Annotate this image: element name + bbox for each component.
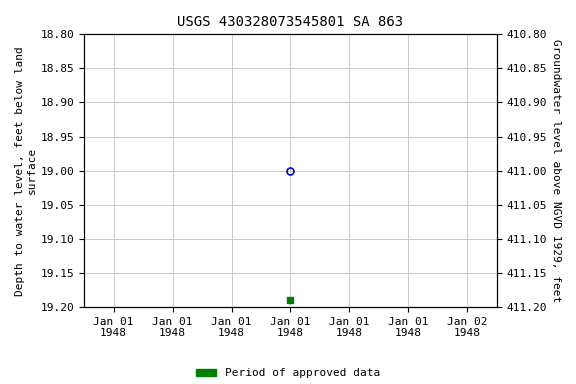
Y-axis label: Depth to water level, feet below land
surface: Depth to water level, feet below land su… <box>15 46 37 296</box>
Y-axis label: Groundwater level above NGVD 1929, feet: Groundwater level above NGVD 1929, feet <box>551 39 561 302</box>
Title: USGS 430328073545801 SA 863: USGS 430328073545801 SA 863 <box>177 15 403 29</box>
Legend: Period of approved data: Period of approved data <box>196 368 380 379</box>
